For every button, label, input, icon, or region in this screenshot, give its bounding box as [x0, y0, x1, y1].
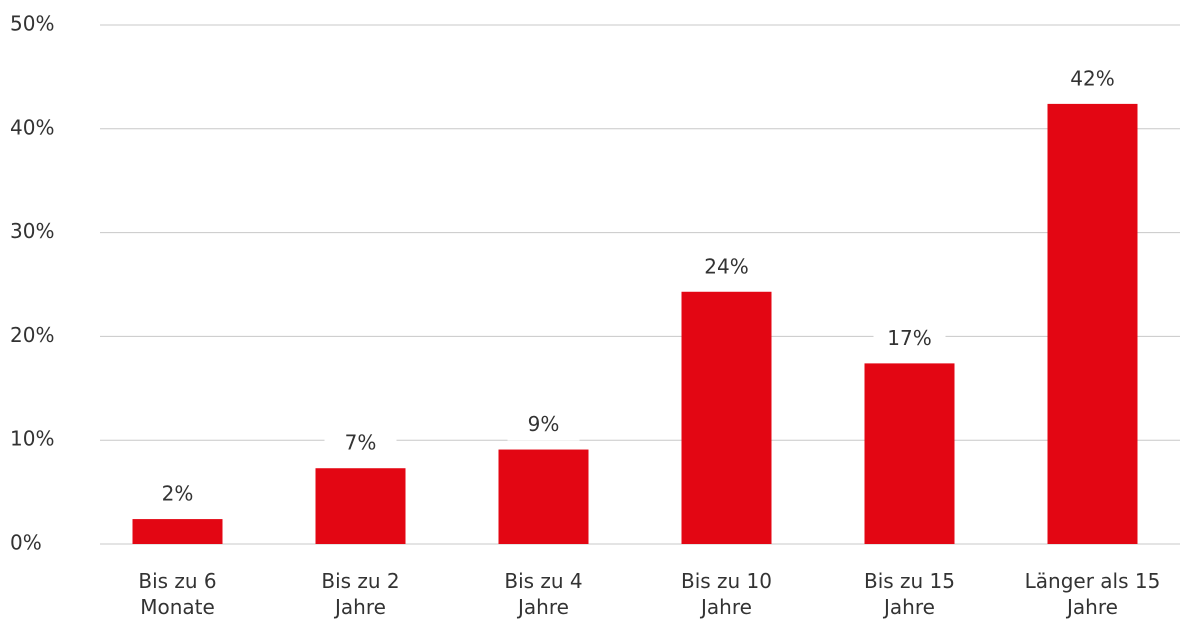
- y-tick-label: 40%: [10, 115, 54, 139]
- bar: [864, 363, 955, 544]
- x-tick-label: Länger als 15 Jahre: [1024, 569, 1161, 619]
- data-label-bg: [690, 252, 763, 283]
- data-label-bg: [507, 410, 580, 441]
- y-tick-label: 10%: [10, 427, 54, 451]
- x-tick-label: Bis zu 15 Jahre: [863, 569, 956, 619]
- data-label: 2%: [162, 482, 194, 506]
- data-label: 24%: [704, 254, 748, 278]
- y-tick-label: 0%: [10, 531, 42, 555]
- data-label: 7%: [345, 431, 377, 455]
- data-label-bg: [1056, 64, 1129, 95]
- data-label: 9%: [528, 412, 560, 436]
- bar: [132, 519, 223, 544]
- bar: [681, 291, 772, 544]
- data-label-bg: [873, 324, 946, 355]
- y-tick-label: 50%: [10, 12, 54, 36]
- bar: [315, 468, 406, 544]
- x-tick-label: Bis zu 4 Jahre: [504, 569, 583, 619]
- x-tick-label: Bis zu 2 Jahre: [321, 569, 400, 619]
- bar: [1047, 103, 1138, 544]
- data-label: 17%: [887, 326, 931, 350]
- data-label: 42%: [1070, 66, 1114, 90]
- data-label-bg: [324, 429, 397, 460]
- bar: [498, 449, 589, 544]
- data-label-bg: [141, 480, 214, 511]
- y-tick-label: 20%: [10, 323, 54, 347]
- x-tick-label: Bis zu 6 Monate: [138, 569, 217, 619]
- y-tick-label: 30%: [10, 219, 54, 243]
- x-tick-label: Bis zu 10 Jahre: [680, 569, 773, 619]
